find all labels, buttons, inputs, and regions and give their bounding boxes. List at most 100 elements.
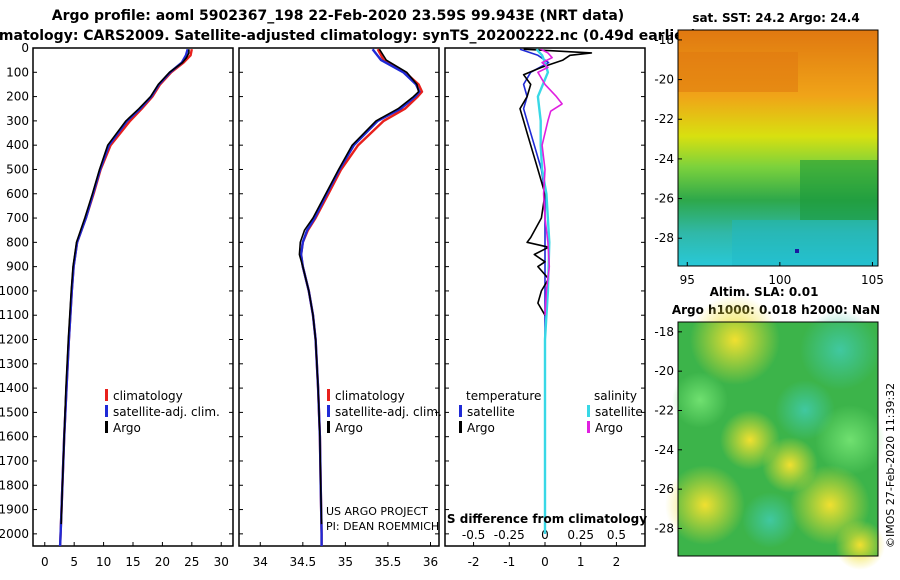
x-tick-label: 25 — [184, 555, 199, 569]
x-tick-label: 0 — [41, 555, 49, 569]
legend-swatch-climatology — [327, 389, 330, 401]
profile-series — [58, 48, 593, 547]
salinity-line-climatology — [299, 48, 424, 546]
x-tick-label: 1 — [577, 555, 585, 569]
temperature-x-axis: 0 5 10 15 20 25 30 — [41, 542, 229, 569]
lat-tick-label: -20 — [654, 73, 674, 87]
sst-lat-axis: -18 -20 -22 -24 -26 -28 — [654, 33, 682, 245]
salinity-legend: climatology satellite-adj. clim. Argo — [327, 389, 442, 435]
depth-axis-ticks — [33, 47, 645, 535]
lon-tick-label: 105 — [861, 273, 884, 287]
difference-line-temperature-argo — [519, 48, 593, 316]
depth-tick-label: 200 — [6, 90, 29, 104]
legend-label-climatology: climatology — [335, 389, 405, 403]
depth-tick-label: 0 — [21, 41, 29, 55]
depth-tick-label: 1900 — [0, 503, 29, 517]
depth-tick-label: 1800 — [0, 478, 29, 492]
legend-label-argo: Argo — [113, 421, 141, 435]
legend-swatch-argo — [105, 421, 108, 433]
lat-tick-label: -26 — [654, 192, 674, 206]
legend-swatch-satellite — [327, 405, 330, 417]
x-tick-label: 30 — [214, 555, 229, 569]
temperature-legend: climatology satellite-adj. clim. Argo — [105, 389, 220, 435]
x-tick-label: 20 — [155, 555, 170, 569]
legend-label-argo: Argo — [335, 421, 363, 435]
sla-lat-axis: -18 -20 -22 -24 -26 -28 — [654, 325, 682, 535]
salinity-line-argo — [298, 48, 420, 525]
sla-anomaly — [672, 372, 728, 428]
s-tick-label: 0 — [541, 528, 549, 542]
legend-swatch-satellite — [105, 405, 108, 417]
legend-label-sal-satellite: satellite — [595, 405, 643, 419]
legend-label-sal-argo: Argo — [595, 421, 623, 435]
depth-tick-label: 1400 — [0, 381, 29, 395]
legend-swatch-argo — [327, 421, 330, 433]
s-difference-label: S difference from climatology — [447, 512, 647, 526]
depth-tick-label: 700 — [6, 211, 29, 225]
legend-label-temp-argo: Argo — [467, 421, 495, 435]
salinity-line-satellite-adj--clim- — [299, 48, 421, 546]
depth-tick-label: 1500 — [0, 405, 29, 419]
difference-line-salinity-argo — [537, 48, 563, 316]
depth-tick-label: 500 — [6, 162, 29, 176]
x-tick-label: 15 — [125, 555, 140, 569]
sla-high-anomaly — [835, 520, 885, 570]
depth-tick-label: 2000 — [0, 527, 29, 541]
x-tick-label: 0 — [541, 555, 549, 569]
lat-tick-label: -26 — [654, 482, 674, 496]
sst-lon-axis: 95 100 105 — [680, 262, 884, 287]
depth-tick-label: 400 — [6, 138, 29, 152]
copyright-footer: ©IMOS 27-Feb-2020 11:39:32 — [884, 383, 897, 548]
legend-label-climatology: climatology — [113, 389, 183, 403]
legend-swatch-climatology — [105, 389, 108, 401]
s-tick-label: 0.5 — [607, 528, 626, 542]
x-tick-label: -1 — [503, 555, 515, 569]
depth-tick-label: 1100 — [0, 308, 29, 322]
lon-tick-label: 95 — [680, 273, 695, 287]
sla-low-anomaly — [742, 492, 798, 548]
lon-tick-label: 100 — [768, 273, 791, 287]
credit-project: US ARGO PROJECT — [326, 505, 428, 518]
difference-line-salinity-satellite — [535, 48, 551, 534]
s-tick-label: -0.5 — [462, 528, 485, 542]
lat-tick-label: -24 — [654, 152, 674, 166]
legend-swatch-sal-satellite — [587, 405, 590, 417]
lat-tick-label: -24 — [654, 443, 674, 457]
credit-pi: PI: DEAN ROEMMICH — [326, 520, 439, 533]
legend-label-temp-satellite: satellite — [467, 405, 515, 419]
legend-swatch-sal-argo — [587, 421, 590, 433]
depth-tick-label: 300 — [6, 114, 29, 128]
salinity-difference-axis: -0.5 -0.25 0 0.25 0.5 — [462, 528, 626, 542]
sst-cold-patch — [732, 220, 878, 266]
depth-tick-label: 100 — [6, 65, 29, 79]
lat-tick-label: -22 — [654, 403, 674, 417]
salinity-panel — [238, 47, 440, 547]
x-tick-label: 35.5 — [375, 555, 402, 569]
legend-swatch-temp-argo — [459, 421, 462, 433]
x-tick-label: 36 — [423, 555, 438, 569]
legend-title-salinity: salinity — [594, 389, 637, 403]
x-tick-label: 2 — [613, 555, 621, 569]
sst-map — [677, 29, 879, 267]
x-tick-label: -2 — [468, 555, 480, 569]
legend-label-satellite: satellite-adj. clim. — [335, 405, 442, 419]
sla-anomaly — [815, 405, 885, 475]
sla-map-frame — [677, 321, 879, 557]
title-line-2: Climatology: CARS2009. Satellite-adjuste… — [0, 28, 697, 44]
depth-axis: 0 100 200 300 400 500 600 700 800 900 1000 1100 1200… — [0, 41, 29, 541]
depth-tick-label: 800 — [6, 235, 29, 249]
sla-high-anomaly — [690, 295, 780, 385]
sla-map — [665, 295, 885, 570]
title-line-1: Argo profile: aoml 5902367_198 22-Feb-20… — [52, 8, 624, 24]
sst-map-frame — [677, 29, 879, 267]
lat-tick-label: -22 — [654, 112, 674, 126]
lat-tick-label: -18 — [654, 33, 674, 47]
sla-high-anomaly — [665, 465, 745, 545]
x-tick-label: 10 — [96, 555, 111, 569]
temperature-line-argo — [60, 49, 190, 525]
depth-tick-label: 1700 — [0, 454, 29, 468]
sla-low-anomaly — [800, 310, 880, 390]
x-tick-label: 34 — [253, 555, 268, 569]
lat-tick-label: -28 — [654, 231, 674, 245]
